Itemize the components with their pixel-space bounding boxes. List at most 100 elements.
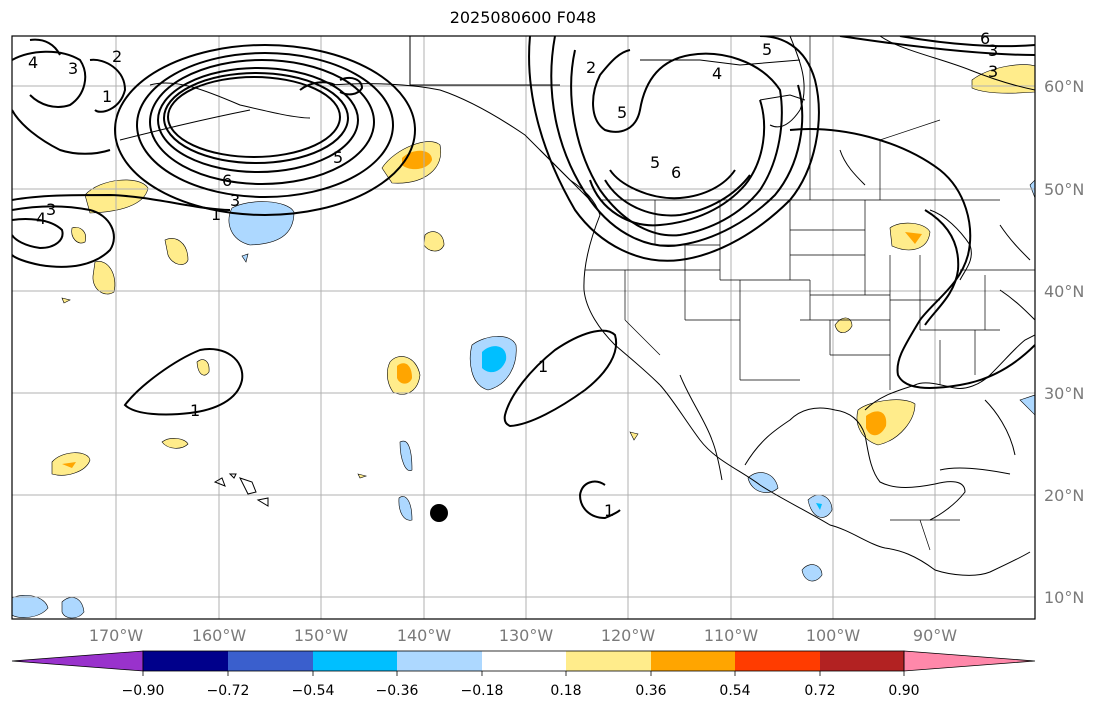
fill-light-blue (12, 595, 49, 618)
contour-ne-4 (589, 99, 766, 227)
lon-label: 90°W (912, 626, 958, 645)
contour-label: 1 (538, 357, 548, 376)
contour-left-1 (12, 193, 231, 211)
fill-orange (866, 411, 887, 436)
lon-label: 130°W (498, 626, 554, 645)
colorbar-segment (397, 651, 482, 671)
fill-yellow (61, 297, 71, 304)
colorbar-tick-label: 0.36 (635, 683, 667, 699)
contour-top-left-4 (12, 109, 111, 155)
contour-3 (149, 59, 375, 185)
colorbar-tick-label: 0.90 (888, 683, 920, 699)
contour-right-1 (789, 128, 1035, 389)
colorbar-tick-label: −0.54 (291, 683, 335, 699)
colorbar-tick-label: 0.54 (719, 683, 751, 699)
fill-light-blue (61, 597, 85, 619)
contour-one-left (123, 348, 244, 416)
contour-label: 1 (211, 205, 221, 224)
colorbar-segment (313, 651, 397, 671)
colorbar-segment (143, 651, 228, 671)
lon-label: 150°W (293, 626, 349, 645)
lon-label: 160°W (191, 626, 247, 645)
lat-label: 60°N (1044, 77, 1085, 96)
storm-center-dot (430, 504, 448, 522)
contour-6 (167, 76, 341, 158)
contour-label: 5 (617, 103, 627, 122)
colorbar-segment (735, 651, 820, 671)
fill-light-blue (801, 564, 823, 582)
fill-light-blue (399, 440, 413, 471)
lat-label: 10°N (1044, 588, 1085, 607)
graticule (12, 36, 1035, 619)
map-title: 2025080600 F048 (449, 8, 597, 27)
fill-light-blue (241, 253, 249, 263)
lon-label: 120°W (600, 626, 656, 645)
contour-labels: 4 3 2 1 5 6 5 6 3 1 4 3 2 5 4 3 5 6 1 1 … (28, 29, 998, 520)
colorbar-segment (482, 651, 566, 671)
contour-ne-2 (550, 36, 804, 247)
map-frame (11, 35, 1036, 620)
colorbar-tick-label: −0.72 (206, 683, 250, 699)
contour-lines (12, 36, 1035, 520)
fill-yellow (629, 431, 639, 441)
contour-right-2 (924, 209, 960, 326)
contour-label: 5 (650, 153, 660, 172)
contour-left-3 (12, 218, 64, 250)
contour-top-right-2 (899, 36, 1035, 48)
contour-left-2 (12, 205, 115, 268)
contour-ne-1 (528, 36, 820, 262)
anomaly-fills (12, 64, 1035, 619)
coastlines (119, 36, 1035, 576)
contour-label: 3 (68, 59, 78, 78)
lon-label: 100°W (805, 626, 861, 645)
fill-light-blue (747, 472, 779, 493)
contour-label: 5 (333, 148, 343, 167)
colorbar-segment (228, 651, 313, 671)
contour-label: 5 (762, 40, 772, 59)
contour-label: 3 (988, 41, 998, 60)
lat-label: 20°N (1044, 486, 1085, 505)
fill-light-blue (228, 201, 295, 246)
colorbar (11, 650, 1036, 676)
contour-top-small-1 (339, 77, 364, 96)
contour-label: 1 (190, 401, 200, 420)
contour-ne-5 (604, 174, 751, 217)
contour-top-left-1 (12, 50, 87, 108)
colorbar-tick-label: −0.90 (121, 683, 165, 699)
contour-one-mid (503, 329, 618, 428)
fill-yellow (196, 359, 210, 376)
contour-label: 4 (712, 64, 722, 83)
contour-ne-6 (609, 169, 736, 200)
fill-yellow (971, 64, 1035, 94)
fill-orange (397, 363, 412, 384)
contour-label: 6 (980, 29, 990, 48)
contour-label: 1 (604, 501, 614, 520)
fill-light-blue (1019, 394, 1035, 416)
fill-yellow (161, 438, 189, 449)
contour-label: 3 (988, 62, 998, 81)
fill-light-blue (398, 496, 413, 521)
fill-yellow (834, 317, 853, 333)
contour-5 (163, 72, 349, 164)
contour-label: 2 (586, 58, 596, 77)
contour-label: 6 (222, 171, 232, 190)
lat-label: 50°N (1044, 180, 1085, 199)
contour-top-left-2 (29, 38, 61, 56)
fill-yellow (71, 227, 86, 244)
contour-label: 1 (102, 87, 112, 106)
lon-label: 110°W (703, 626, 759, 645)
contour-label: 6 (671, 163, 681, 182)
fill-yellow (357, 473, 368, 479)
contour-2 (136, 52, 394, 198)
contour-label: 4 (36, 209, 46, 228)
colorbar-tick-label: 0.72 (804, 683, 836, 699)
colorbar-extend-high (903, 650, 1036, 672)
lat-label: 40°N (1044, 282, 1085, 301)
contour-one-small (578, 480, 621, 520)
contour-ne-3 (570, 49, 783, 237)
contour-1 (114, 44, 416, 216)
colorbar-segment (566, 651, 651, 671)
contour-top-right (839, 36, 1035, 56)
colorbar-tick-label: −0.18 (460, 683, 504, 699)
